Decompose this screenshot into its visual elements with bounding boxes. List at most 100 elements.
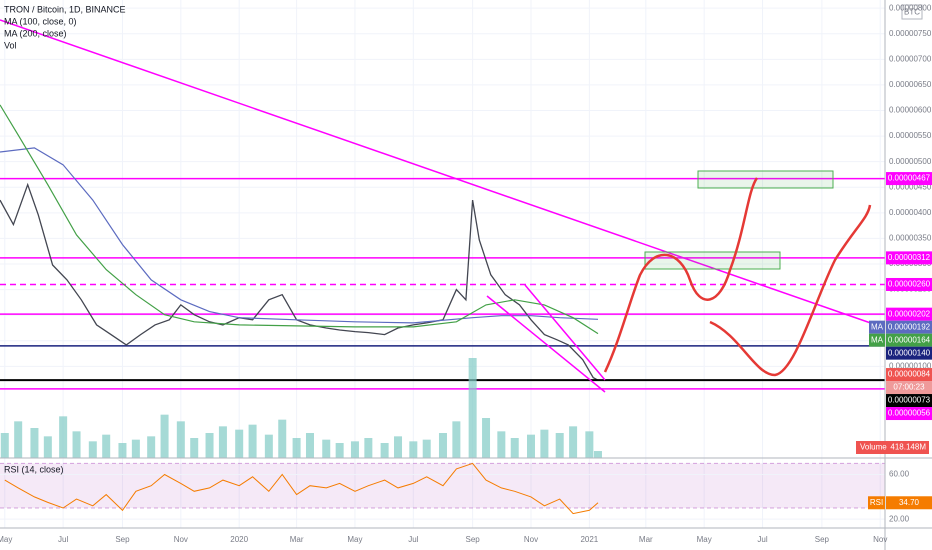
volume-bar	[527, 434, 535, 458]
volume-bar	[409, 441, 418, 458]
ma-tag: MA	[871, 335, 884, 344]
rsi-tag-bg	[868, 496, 885, 510]
price-tag-bg	[886, 407, 932, 421]
volume-bar	[510, 438, 519, 458]
projection-path	[603, 177, 759, 373]
volume-bar	[593, 451, 602, 458]
x-tick-label: 2020	[230, 535, 248, 544]
y-tick-label: 0.00000800	[889, 3, 932, 12]
volume-bar	[147, 436, 156, 458]
volume-bar	[540, 429, 549, 458]
legend-entry: RSI (14, close)	[4, 464, 64, 474]
x-tick-label: May	[347, 535, 362, 544]
wedge-line	[524, 284, 606, 381]
volume-bar	[176, 421, 185, 458]
volume-bar	[305, 433, 314, 458]
volume-bar	[102, 434, 111, 458]
ma-tag-bg	[869, 320, 885, 334]
price-tag-bg	[886, 172, 932, 186]
target-box	[697, 170, 834, 189]
price-tag-bg	[886, 277, 932, 291]
ma-tag: MA	[871, 322, 884, 331]
price-tag: 0.00000202	[888, 309, 931, 318]
price-tag: 0.00000140	[888, 348, 931, 357]
price-tag: 07:00:23	[893, 383, 925, 392]
volume-bar	[72, 431, 81, 458]
grid	[0, 0, 885, 528]
volume-bar	[118, 443, 127, 458]
y-tick-label: 0.00000550	[889, 131, 932, 140]
ma-tag-bg	[869, 333, 885, 347]
volume-bar	[335, 443, 344, 458]
y-tick-label: 0.00000400	[889, 208, 932, 217]
volume-bar	[30, 428, 39, 458]
y-tick-label: 0.00000650	[889, 80, 932, 89]
price-tag-bg	[886, 346, 932, 360]
x-tick-label: Nov	[524, 535, 538, 544]
y-tick-label: 0.00000450	[889, 182, 932, 191]
y-tick-label: 0.00000350	[889, 234, 932, 243]
x-tick-label: Sep	[815, 535, 830, 544]
y-tick-label: 0.00000700	[889, 54, 932, 63]
volume-bar	[235, 429, 244, 458]
y-tick-label: 0.00000100	[889, 361, 932, 370]
y-tick-label: 20.00	[889, 514, 910, 523]
volume-bar	[452, 421, 461, 458]
y-tick-label: 60.00	[889, 470, 910, 479]
volume-bar	[569, 426, 578, 458]
volume-bar	[497, 431, 506, 458]
volume-bar	[394, 436, 403, 458]
volume-bar	[205, 433, 214, 458]
price-tag-bg	[886, 368, 932, 382]
target-box	[644, 251, 781, 270]
x-tick-label: Nov	[873, 535, 887, 544]
x-tick-label: Jul	[408, 535, 418, 544]
price-tag-bg	[886, 394, 932, 408]
price-tag: 0.00000084	[888, 370, 931, 379]
volume-bar	[43, 436, 52, 458]
drawings	[0, 19, 886, 393]
volume-bar	[160, 414, 169, 458]
x-tick-label: Jul	[757, 535, 767, 544]
volume-bar	[248, 424, 257, 458]
x-tick-label: Jul	[58, 535, 68, 544]
volume-bar	[350, 441, 359, 458]
volume-bar	[468, 358, 477, 458]
volume-bar	[422, 439, 431, 458]
volume-bar	[0, 433, 9, 458]
volume-tag-bg	[856, 441, 929, 454]
volume-bar	[278, 419, 287, 458]
legend-entry: Vol	[4, 40, 17, 50]
volume-bar	[585, 431, 594, 458]
volume-value: 418.148M	[890, 443, 926, 452]
series-line	[0, 104, 599, 335]
y-tick-label: 0.00000600	[889, 106, 932, 115]
x-tick-label: Sep	[115, 535, 130, 544]
series-line	[4, 462, 599, 515]
price-tag: 0.00000260	[888, 280, 931, 289]
rsi-tag: RSI	[870, 498, 883, 507]
marks	[0, 104, 885, 515]
volume-bar	[264, 434, 273, 458]
price-tag-bg	[886, 307, 932, 321]
volume-bar	[131, 439, 140, 458]
x-tick-label: Mar	[290, 535, 304, 544]
x-tick-label: May	[697, 535, 712, 544]
volume-bar	[438, 433, 447, 458]
x-tick-label: May	[0, 535, 12, 544]
x-tick-label: Sep	[466, 535, 481, 544]
currency: BTC	[904, 8, 920, 17]
price-tag: 0.00000192	[888, 322, 931, 331]
price-tag-bg	[886, 251, 932, 265]
price-tag: 0.00000467	[888, 174, 931, 183]
y-tick-label: 0.00000500	[889, 157, 932, 166]
price-tag: 0.00000312	[888, 253, 931, 262]
volume-bar	[555, 433, 564, 458]
rsi-value-bg	[886, 496, 932, 510]
projection-path	[709, 204, 872, 377]
volume-bar	[59, 416, 68, 458]
rsi-value: 34.70	[899, 498, 920, 507]
x-tick-label: 2021	[580, 535, 598, 544]
wedge-line	[486, 295, 606, 393]
price-tag-bg	[886, 320, 932, 334]
